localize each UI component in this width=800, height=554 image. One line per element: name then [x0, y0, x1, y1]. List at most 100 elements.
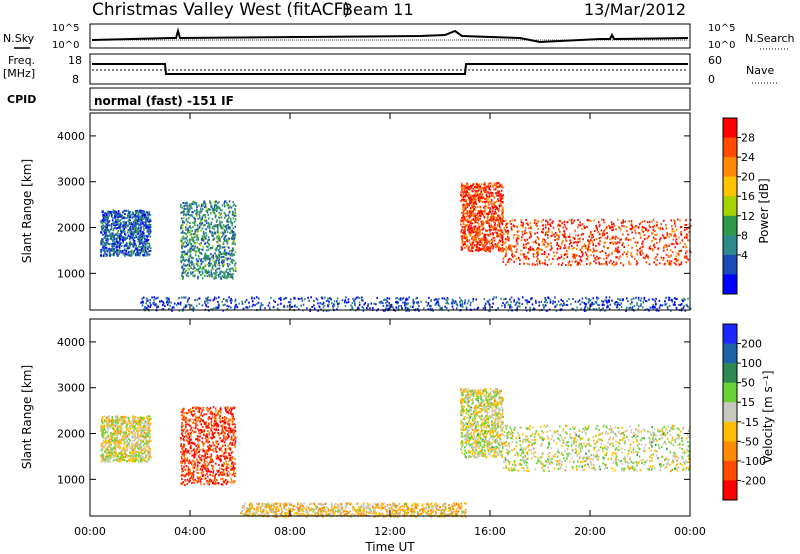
power-cell	[476, 230, 479, 233]
power-cell	[183, 205, 185, 208]
power-cell	[674, 219, 676, 222]
power-cell	[499, 194, 501, 197]
power-cell	[130, 223, 133, 225]
power-cell	[494, 226, 497, 229]
power-cell	[671, 228, 674, 230]
power-cell	[148, 226, 151, 229]
power-cell	[138, 245, 140, 248]
power-cell	[102, 224, 104, 227]
power-cell	[459, 300, 462, 303]
power-cell	[540, 300, 543, 303]
power-cell	[500, 204, 503, 207]
power-cell	[146, 235, 148, 237]
power-cell	[633, 309, 635, 312]
power-cell	[673, 219, 675, 222]
power-cell	[658, 241, 661, 244]
power-cell	[143, 254, 145, 257]
power-cell	[293, 297, 295, 300]
power-cell	[229, 267, 231, 270]
power-cell	[525, 243, 527, 246]
power-cell	[196, 263, 199, 266]
power-cell	[140, 226, 142, 229]
power-cell	[611, 229, 613, 232]
power-cell	[222, 224, 225, 227]
power-cell	[550, 245, 553, 248]
power-cell	[139, 242, 142, 245]
power-cell	[465, 238, 468, 241]
power-cell	[101, 227, 103, 229]
power-cell	[529, 306, 531, 309]
power-cell	[665, 224, 667, 227]
power-cell	[120, 214, 123, 217]
power-cell	[657, 309, 660, 312]
power-cell	[147, 247, 149, 250]
power-cell	[547, 223, 549, 226]
power-cell	[505, 219, 507, 222]
power-cell	[536, 248, 538, 251]
power-cell	[549, 225, 552, 227]
power-cell	[228, 263, 231, 266]
power-cell	[564, 244, 566, 247]
power-cell	[516, 309, 518, 312]
power-cell	[212, 268, 215, 271]
power-cell	[501, 238, 504, 241]
power-cell	[494, 243, 497, 246]
power-cell	[233, 220, 236, 223]
power-cell	[121, 217, 124, 220]
power-cell	[552, 300, 554, 303]
velocity-cell	[104, 415, 106, 418]
power-cell	[294, 304, 296, 307]
power-cell	[142, 250, 144, 253]
power-cell	[104, 229, 106, 232]
power-cell	[205, 237, 207, 240]
power-cell	[545, 298, 547, 301]
power-cell	[332, 306, 334, 309]
power-cell	[213, 207, 216, 210]
power-cell	[627, 300, 629, 303]
power-cell	[539, 248, 542, 251]
velocity-cell	[120, 417, 123, 420]
power-cell	[145, 247, 147, 249]
velocity-cell	[123, 451, 126, 454]
power-cell	[119, 238, 122, 241]
power-cell	[536, 255, 538, 258]
power-cell	[206, 297, 208, 300]
power-cell	[124, 253, 127, 256]
velocity-cell	[146, 417, 148, 420]
power-cell	[547, 230, 549, 233]
power-cell	[572, 236, 574, 239]
power-cell	[227, 224, 229, 226]
power-cell	[475, 190, 478, 193]
power-cell	[615, 247, 617, 250]
power-cell	[124, 243, 127, 246]
power-cell	[492, 233, 494, 236]
power-cell	[223, 272, 225, 275]
power-cell	[206, 263, 208, 266]
power-cell	[468, 246, 470, 249]
power-cell	[610, 226, 613, 229]
power-cell	[137, 230, 140, 233]
power-cell	[534, 299, 537, 302]
power-cell	[479, 240, 481, 243]
power-cell	[546, 231, 548, 234]
power-cell	[221, 209, 223, 212]
velocity-cell	[124, 451, 127, 453]
power-cell	[197, 260, 199, 263]
power-cell	[481, 232, 484, 235]
power-cell	[135, 252, 138, 255]
power-cell	[607, 246, 610, 249]
power-cell	[144, 254, 146, 257]
power-cell	[201, 203, 203, 206]
power-cell	[461, 305, 464, 308]
power-cell	[278, 297, 280, 300]
power-cell	[549, 218, 551, 221]
power-cell	[654, 306, 657, 309]
power-cell	[504, 306, 506, 309]
power-cell	[592, 242, 594, 245]
power-cell	[603, 232, 606, 235]
power-cell	[517, 305, 520, 308]
power-cell	[681, 239, 684, 242]
power-cell	[596, 249, 598, 252]
velocity-cell	[102, 456, 105, 459]
velocity-cell	[142, 417, 145, 420]
